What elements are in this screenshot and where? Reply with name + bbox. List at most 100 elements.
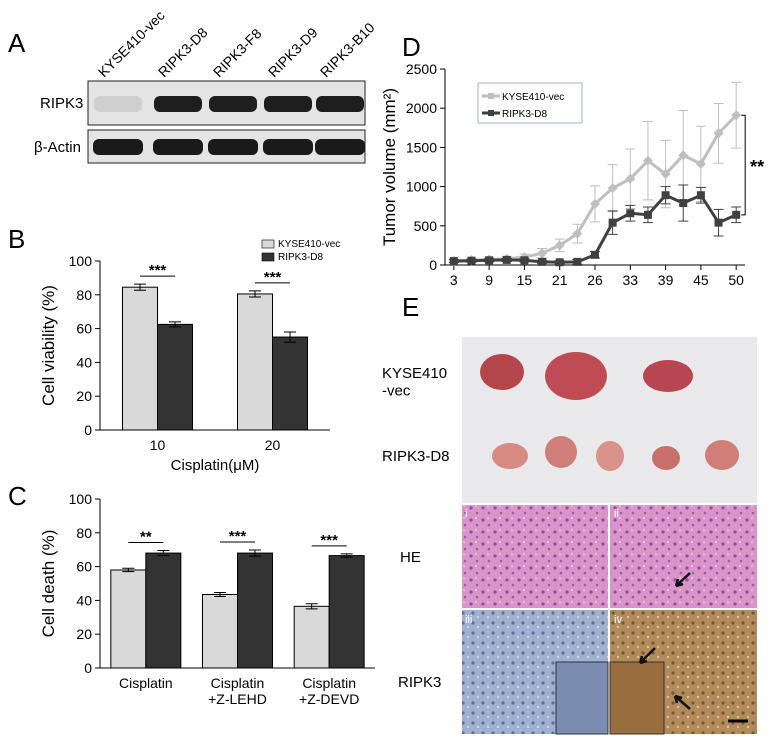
y-tick-label: 100 bbox=[69, 491, 93, 507]
lane-label: RIPK3-F8 bbox=[210, 25, 265, 80]
y-tick-label: 20 bbox=[76, 388, 92, 404]
y-tick-label: 500 bbox=[414, 218, 438, 234]
error-bar bbox=[284, 331, 296, 343]
marker bbox=[573, 257, 582, 266]
x-tick-label: 3 bbox=[450, 272, 458, 288]
he-image bbox=[462, 505, 608, 608]
stain-label: HE bbox=[400, 549, 421, 566]
marker bbox=[679, 199, 688, 208]
marker bbox=[732, 210, 741, 219]
inset bbox=[609, 661, 665, 735]
group-label: KYSE410 -vec bbox=[382, 365, 447, 399]
significance: ** bbox=[140, 529, 152, 546]
lane-label: RIPK3-D9 bbox=[265, 24, 321, 80]
marker bbox=[591, 250, 599, 259]
tumor bbox=[545, 352, 607, 400]
x-tick-label: 10 bbox=[150, 437, 166, 453]
legend-marker bbox=[488, 93, 494, 99]
x-tick-label: 21 bbox=[552, 272, 568, 288]
y-tick-label: 40 bbox=[76, 354, 92, 370]
tumor bbox=[652, 446, 680, 470]
bar bbox=[272, 336, 308, 431]
tumor bbox=[480, 354, 524, 390]
y-tick-label: 80 bbox=[76, 287, 92, 303]
y-tick-label: 20 bbox=[76, 626, 92, 642]
significance: *** bbox=[320, 532, 338, 549]
band bbox=[315, 139, 365, 155]
arrow bbox=[674, 572, 691, 588]
band bbox=[316, 96, 364, 112]
x-tick-label: Cisplatin +Z-LEHD bbox=[208, 675, 267, 707]
legend-swatch bbox=[261, 252, 275, 262]
he-image bbox=[610, 505, 757, 608]
y-tick-label: 0 bbox=[84, 660, 92, 676]
inset bbox=[555, 661, 609, 735]
marker bbox=[678, 150, 689, 161]
marker bbox=[485, 256, 494, 265]
panel-letter: B bbox=[8, 224, 25, 254]
row-label: RIPK3 bbox=[40, 95, 83, 112]
error-bar bbox=[305, 603, 318, 610]
y-tick-label: 1000 bbox=[406, 179, 437, 195]
marker bbox=[520, 256, 529, 265]
tumor bbox=[596, 441, 624, 471]
marker bbox=[642, 155, 653, 166]
y-tick-label: 80 bbox=[76, 525, 92, 541]
band bbox=[263, 139, 313, 155]
error-bar bbox=[340, 553, 353, 558]
tumor-photo bbox=[462, 337, 757, 503]
significance: *** bbox=[264, 269, 282, 286]
band bbox=[264, 96, 312, 112]
bar bbox=[157, 323, 193, 431]
y-tick-label: 100 bbox=[69, 253, 93, 269]
field-label: ii bbox=[614, 508, 619, 520]
error-bar bbox=[134, 283, 146, 291]
field-label: iii bbox=[465, 614, 472, 626]
marker bbox=[625, 173, 636, 184]
bar bbox=[293, 605, 330, 669]
y-tick-label: 40 bbox=[76, 592, 92, 608]
stain-label: RIPK3 bbox=[398, 674, 441, 691]
y-tick-label: 60 bbox=[76, 321, 92, 337]
marker bbox=[467, 256, 476, 265]
marker bbox=[608, 218, 617, 227]
marker bbox=[554, 240, 565, 251]
y-tick-label: 0 bbox=[84, 422, 92, 438]
marker bbox=[714, 218, 723, 227]
legend-label: RIPK3-D8 bbox=[278, 252, 323, 263]
band bbox=[94, 96, 142, 112]
group-label: RIPK3-D8 bbox=[382, 448, 450, 465]
band bbox=[209, 96, 257, 112]
marker bbox=[643, 210, 652, 219]
y-tick-label: 1500 bbox=[406, 139, 437, 155]
arrow bbox=[673, 694, 691, 710]
x-tick-label: Cisplatin bbox=[119, 675, 173, 691]
error-bar bbox=[157, 550, 170, 557]
legend-marker bbox=[488, 110, 494, 116]
panel-letter: A bbox=[8, 28, 26, 58]
x-tick-label: 50 bbox=[728, 272, 744, 288]
band bbox=[93, 139, 143, 155]
x-tick-label: 9 bbox=[485, 272, 493, 288]
x-tick-label: Cisplatin +Z-DEVD bbox=[299, 675, 359, 707]
marker bbox=[661, 191, 670, 200]
band bbox=[208, 139, 258, 155]
marker bbox=[502, 255, 511, 264]
legend-label: RIPK3-D8 bbox=[502, 109, 547, 120]
error-bar bbox=[249, 290, 261, 298]
field-label: iv bbox=[614, 614, 622, 626]
marker bbox=[626, 209, 635, 218]
marker bbox=[731, 110, 742, 121]
bar bbox=[145, 552, 182, 669]
bar bbox=[110, 569, 147, 669]
tumor bbox=[705, 440, 739, 470]
tumor bbox=[492, 443, 528, 469]
y-axis-label: Tumor volume (mm²) bbox=[380, 88, 399, 246]
y-tick-label: 60 bbox=[76, 559, 92, 575]
marker bbox=[607, 183, 618, 194]
x-tick-label: 45 bbox=[693, 272, 709, 288]
bar bbox=[237, 552, 273, 669]
band bbox=[154, 96, 202, 112]
arrow bbox=[638, 647, 656, 665]
